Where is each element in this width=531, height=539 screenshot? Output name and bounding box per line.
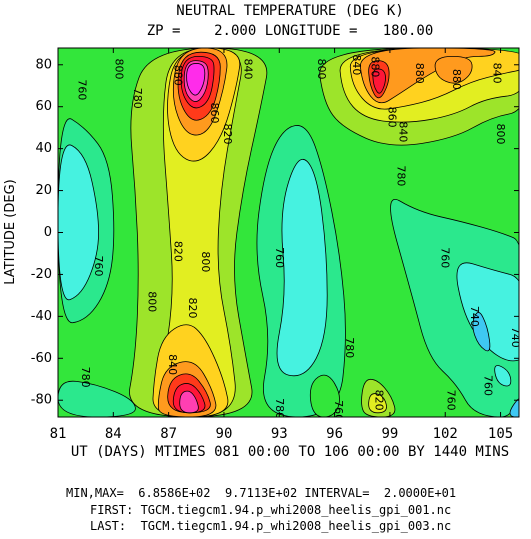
x-tick-label: 96: [326, 426, 343, 442]
contour-label: 780: [79, 367, 92, 388]
chart-title: NEUTRAL TEMPERATURE (DEG K): [176, 3, 404, 19]
contour-label: 780: [343, 337, 356, 358]
spot-900-right-a: [372, 68, 386, 94]
contour-label: 740: [509, 327, 522, 348]
x-tick-label: 105: [488, 426, 513, 442]
band-860-right: [359, 48, 496, 104]
y-tick-label: 40: [35, 141, 52, 156]
contour-label: 880: [450, 69, 463, 90]
contour-label: 840: [241, 59, 254, 80]
y-tick-label: 20: [35, 183, 52, 198]
spot-700-lower-right: [518, 413, 519, 417]
contour-label: 760: [273, 247, 286, 268]
last-file-text: LAST: TGCM.tiegcm1.94.p_whi2008_heelis_g…: [90, 519, 451, 533]
region-760-right: [390, 199, 519, 417]
region-740-mid: [276, 158, 328, 377]
y-tick-label: 60: [35, 99, 52, 114]
minmax-interval-text: MIN,MAX= 6.8586E+02 9.7113E+02 INTERVAL=…: [66, 486, 456, 500]
contour-label: 800: [494, 123, 507, 144]
contour-label: 840: [396, 121, 409, 142]
first-file-text: FIRST: TGCM.tiegcm1.94.p_whi2008_heelis_…: [90, 503, 451, 517]
contour-label: 820: [171, 241, 184, 262]
contour-label: 840: [350, 54, 363, 75]
x-axis-label: UT (DAYS) MTIMES 081 00:00 TO 106 00:00 …: [71, 444, 509, 460]
y-axis-label: LATITUDE (DEG): [3, 179, 18, 284]
x-tick-label: 81: [50, 426, 67, 442]
contour-label: 860: [208, 103, 221, 124]
contour-label: 820: [186, 298, 199, 319]
contour-label: 800: [146, 291, 159, 312]
spot-920-south: [179, 390, 199, 414]
spot-880-right-b: [434, 55, 473, 84]
contour-label: 760: [444, 390, 457, 411]
contour-label: 860: [385, 107, 398, 128]
y-tick-label: 80: [35, 57, 52, 72]
contour-label: 800: [112, 58, 125, 79]
y-tick-label: -80: [31, 393, 52, 408]
y-axis: -80 -60 -40 -20 0 20 40 60 80: [31, 57, 519, 408]
x-tick-label: 90: [216, 426, 233, 442]
spot-840-south-right: [368, 393, 387, 414]
contour-label: 880: [171, 65, 184, 86]
contour-label: 800: [315, 58, 328, 79]
contour-label: 820: [221, 124, 234, 145]
contour-label: 740: [468, 306, 481, 327]
y-tick-label: 0: [44, 225, 52, 240]
contour-label: 880: [369, 56, 382, 77]
contour-label: 780: [395, 165, 408, 186]
contour-label: 820: [372, 390, 385, 411]
x-tick-label: 87: [160, 426, 177, 442]
spot-940-north: [186, 63, 206, 96]
spot-720-right: [472, 312, 491, 352]
contour-label: 760: [439, 247, 452, 268]
y-tick-label: -60: [31, 351, 52, 366]
contour-label: 760: [75, 79, 88, 100]
contour-label: 880: [413, 63, 426, 84]
contour-label: 840: [490, 63, 503, 84]
contour-label: 800: [199, 251, 212, 272]
contour-label: 760: [481, 375, 494, 396]
x-axis: 81 84 87 90 93 96 99 102 105: [50, 48, 513, 442]
spot-720-lower-right: [509, 398, 519, 417]
contour-label: 840: [166, 354, 179, 375]
region-740-left: [58, 144, 100, 301]
contour-label: 780: [273, 398, 286, 419]
x-tick-label: 93: [271, 426, 288, 442]
contour-label: 760: [92, 255, 105, 276]
x-tick-label: 99: [381, 426, 398, 442]
x-tick-label: 84: [105, 426, 122, 442]
contour-label: 760: [332, 400, 345, 421]
contour-label: 780: [131, 88, 144, 109]
chart-subtitle: ZP = 2.000 LONGITUDE = 180.00: [147, 23, 434, 39]
y-tick-label: -20: [31, 267, 52, 282]
temperature-field: [58, 48, 519, 417]
y-tick-label: -40: [31, 309, 52, 324]
x-tick-label: 102: [433, 426, 458, 442]
spot-780-south-right: [494, 365, 512, 387]
